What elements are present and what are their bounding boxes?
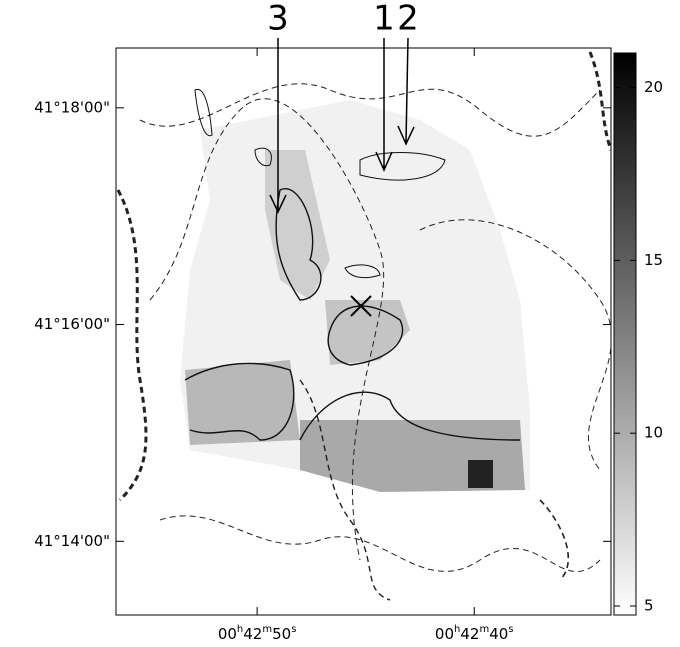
map-image [118,52,612,600]
colorbar-tick-label: 15 [644,251,663,269]
annotation: 3 [267,0,289,39]
y-tick-label: 41°16'00" [34,315,110,333]
figure: 3 1 2 41°18'00" 41°16'00" 41°14'00" 00h42m5… [0,0,680,647]
y-tick-label: 41°14'00" [34,532,110,550]
colorbar [614,53,636,615]
x-tick-label: 00h42m50s [218,624,297,643]
colorbar-tick-label: 10 [644,424,663,442]
y-tick-label: 41°18'00" [34,98,110,116]
colorbar-tick-label: 20 [644,78,663,96]
x-tick-label: 00h42m40s [435,624,514,643]
annotation: 1 [373,0,395,39]
colorbar-tick-label: 5 [644,597,654,615]
annotation: 2 [397,0,419,39]
